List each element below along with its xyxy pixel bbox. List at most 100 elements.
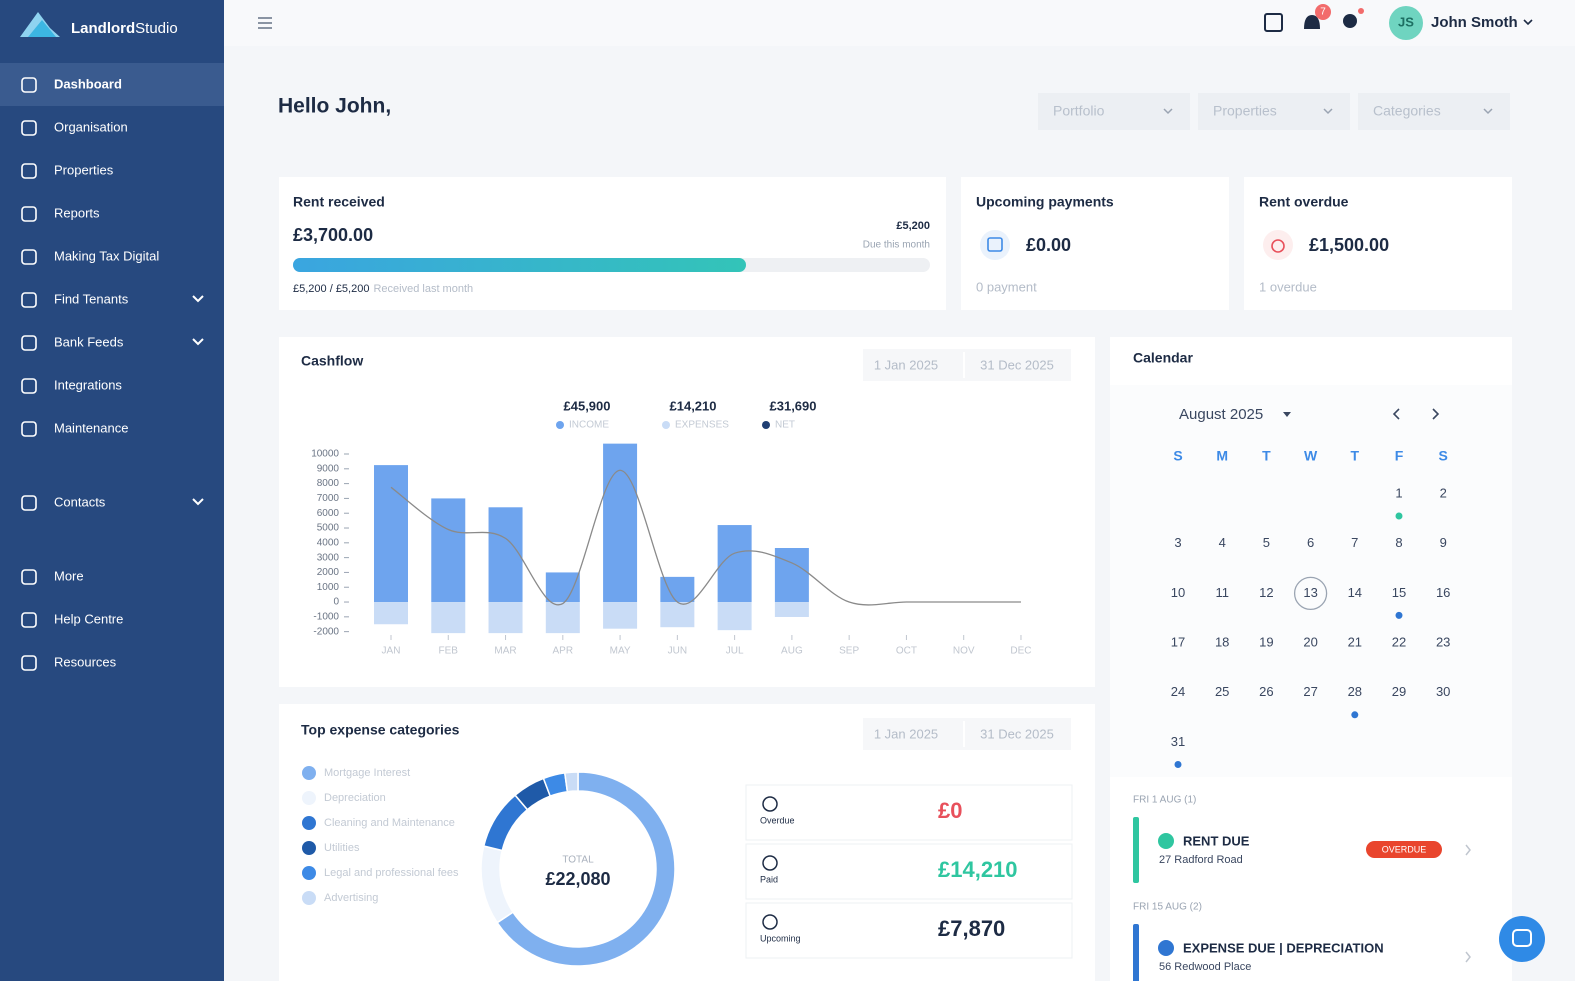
day[interactable]: 17 — [1171, 635, 1185, 650]
nav-item[interactable]: Dashboard — [54, 76, 122, 91]
day[interactable]: 3 — [1174, 535, 1181, 550]
nav-icon — [21, 292, 37, 308]
summary-label: Paid — [760, 874, 778, 884]
nav-item[interactable]: Bank Feeds — [54, 334, 124, 349]
bar — [774, 548, 809, 603]
day[interactable]: 18 — [1215, 635, 1229, 650]
day[interactable]: 21 — [1348, 635, 1362, 650]
notification-badge — [1315, 4, 1331, 20]
avatar[interactable] — [1389, 6, 1423, 40]
filter-label: Categories — [1373, 103, 1441, 119]
event-dot — [1395, 512, 1403, 520]
event-title[interactable]: RENT DUE — [1183, 833, 1250, 848]
nav-item[interactable]: Contacts — [54, 494, 106, 509]
day[interactable]: 10 — [1171, 585, 1185, 600]
nav-item[interactable]: Resources — [54, 654, 117, 669]
y-tick-label: 2000 — [317, 567, 340, 578]
badge — [1366, 841, 1442, 858]
day[interactable]: 19 — [1259, 635, 1273, 650]
date-to: 31 Dec 2025 — [980, 357, 1054, 372]
chevron[interactable] — [1465, 951, 1471, 963]
menu-button[interactable] — [258, 17, 272, 29]
legend-label: Depreciation — [324, 792, 386, 804]
chat-button[interactable] — [1499, 916, 1545, 962]
event-date: FRI 1 AUG (1) — [1133, 795, 1196, 806]
y-tick-label: 3000 — [317, 552, 340, 563]
topbar — [224, 0, 1575, 46]
nav-item[interactable]: More — [54, 568, 84, 583]
day[interactable]: 23 — [1436, 635, 1450, 650]
event-bar — [1133, 817, 1139, 883]
event-address: 56 Redwood Place — [1159, 961, 1251, 973]
day[interactable]: 25 — [1215, 684, 1229, 699]
filter-select[interactable] — [1358, 93, 1510, 130]
day[interactable]: 28 — [1348, 684, 1362, 699]
event-dot — [1174, 761, 1182, 768]
day[interactable]: 9 — [1440, 535, 1447, 550]
card-amount: £3,700.00 — [293, 225, 373, 245]
next-month[interactable] — [1432, 408, 1440, 420]
day[interactable]: 27 — [1303, 684, 1317, 699]
day[interactable]: 8 — [1395, 535, 1402, 550]
day[interactable]: 4 — [1219, 535, 1226, 550]
calendar-icon[interactable] — [1264, 13, 1283, 32]
day[interactable]: 24 — [1171, 684, 1185, 699]
day[interactable]: 13 — [1303, 585, 1317, 600]
prev-month[interactable] — [1392, 408, 1400, 420]
alarm-icon — [1271, 239, 1285, 253]
day[interactable]: 1 — [1395, 485, 1402, 500]
summary-icon — [762, 796, 778, 812]
day[interactable]: 20 — [1303, 635, 1317, 650]
bar — [717, 602, 752, 631]
summary-icon — [762, 914, 778, 930]
nav-item[interactable]: Maintenance — [54, 420, 128, 435]
day[interactable]: 11 — [1215, 585, 1229, 600]
user-name[interactable]: John Smoth — [1431, 14, 1518, 31]
day[interactable]: 6 — [1307, 535, 1314, 550]
day[interactable]: 29 — [1392, 684, 1406, 699]
day[interactable]: 30 — [1436, 684, 1450, 699]
nav-item[interactable]: Organisation — [54, 119, 128, 134]
nav-item[interactable]: Find Tenants — [54, 291, 129, 306]
day[interactable]: 12 — [1259, 585, 1273, 600]
legend-dot — [302, 766, 316, 780]
day[interactable]: 7 — [1351, 535, 1358, 550]
filter-select[interactable] — [1038, 93, 1190, 130]
filter-select[interactable] — [1198, 93, 1350, 130]
day[interactable]: 16 — [1436, 585, 1450, 600]
y-tick-label: -1000 — [313, 611, 339, 622]
legend-label: Utilities — [324, 842, 360, 854]
day[interactable]: 5 — [1263, 535, 1270, 550]
card-amount: £0.00 — [1026, 235, 1071, 255]
day[interactable]: 15 — [1392, 585, 1406, 600]
day[interactable]: 22 — [1392, 635, 1406, 650]
month-dropdown[interactable] — [1283, 412, 1291, 417]
bell-icon[interactable] — [1304, 15, 1320, 29]
nav-item[interactable]: Help Centre — [54, 611, 123, 626]
date-range[interactable] — [863, 718, 1071, 750]
legend-name: NET — [775, 420, 795, 431]
event-title[interactable]: EXPENSE DUE | DEPRECIATION — [1183, 940, 1384, 955]
summary-row — [745, 843, 1073, 900]
day[interactable]: 2 — [1440, 485, 1447, 500]
brand: LandlordStudio — [71, 20, 178, 37]
chevron[interactable] — [1465, 844, 1471, 856]
day[interactable]: 26 — [1259, 684, 1273, 699]
day[interactable]: 14 — [1348, 585, 1362, 600]
nav-icon — [21, 378, 37, 394]
day[interactable]: 31 — [1171, 734, 1185, 749]
month[interactable]: August 2025 — [1179, 406, 1263, 423]
nav-item[interactable]: Properties — [54, 162, 114, 177]
date-range[interactable] — [863, 349, 1071, 381]
x-tick-label: MAY — [610, 646, 631, 657]
tips-icon[interactable] — [1343, 14, 1357, 28]
date-to: 31 Dec 2025 — [980, 726, 1054, 741]
net-line — [390, 469, 1021, 606]
progress-fill — [293, 258, 746, 272]
tips-dot — [1358, 8, 1364, 14]
x-tick-label: OCT — [896, 646, 917, 657]
bar — [660, 576, 695, 603]
nav-item[interactable]: Reports — [54, 205, 100, 220]
nav-item[interactable]: Integrations — [54, 377, 122, 392]
nav-item[interactable]: Making Tax Digital — [54, 248, 159, 263]
